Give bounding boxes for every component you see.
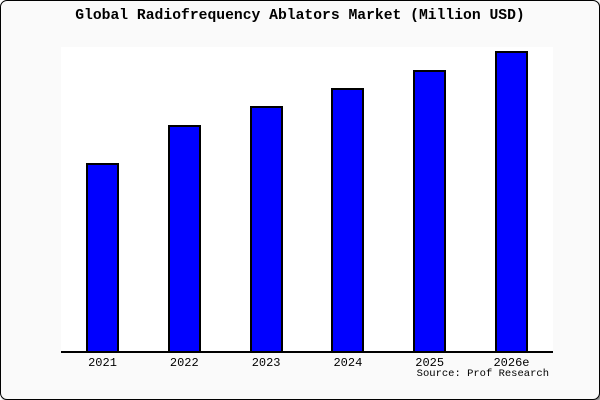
bar-2022	[167, 125, 201, 351]
x-tick-label-2025: 2025	[415, 356, 445, 370]
x-tick-label-2023: 2023	[251, 356, 281, 370]
x-tick-label-2021: 2021	[88, 356, 117, 370]
bar-2026e	[495, 51, 528, 351]
plot-area	[61, 47, 553, 353]
bar-2025	[413, 70, 447, 351]
bar-2021	[86, 163, 119, 351]
x-tick-label-2022: 2022	[169, 356, 199, 370]
chart-title: Global Radiofrequency Ablators Market (M…	[75, 8, 525, 24]
x-tick-label-2026e: 2026e	[493, 356, 530, 370]
source-note: Source: Prof Research	[416, 368, 549, 380]
x-tick-label-2024: 2024	[333, 356, 363, 370]
bar-2023	[249, 106, 283, 351]
bar-2024	[331, 88, 365, 351]
